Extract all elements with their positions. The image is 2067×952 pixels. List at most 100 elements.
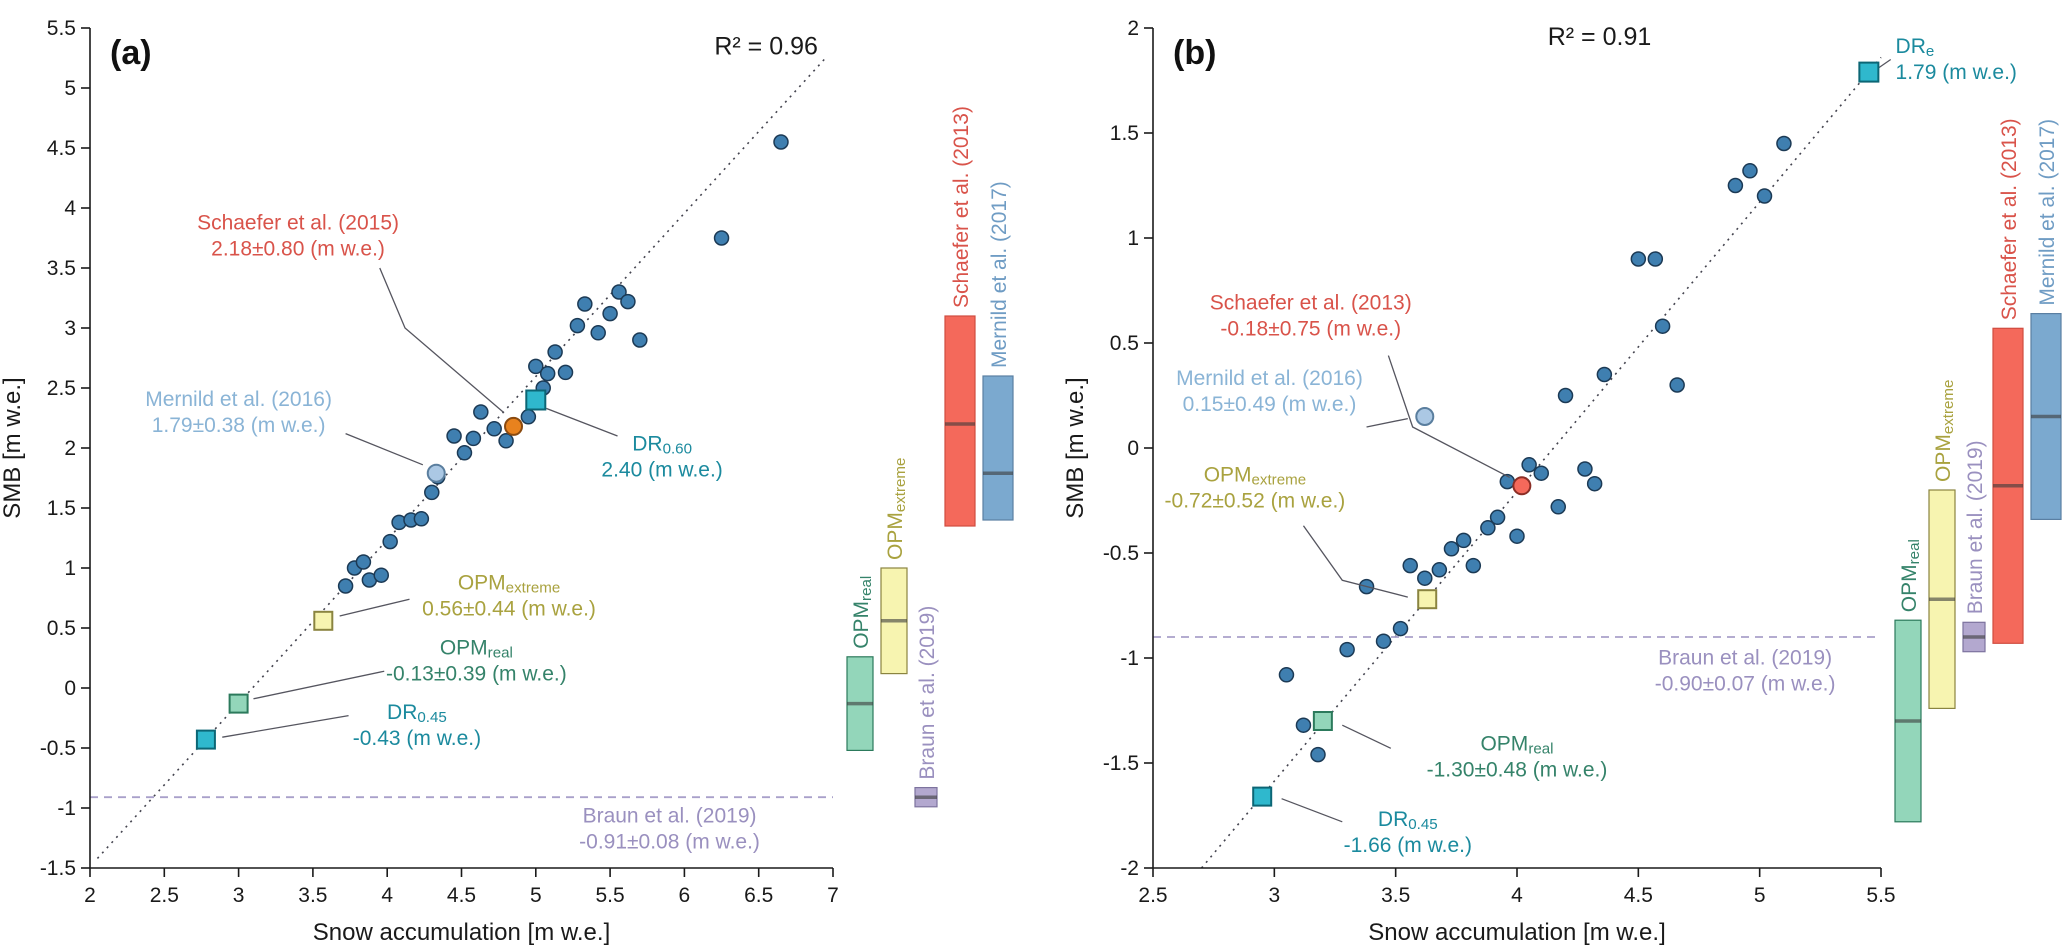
marker-schaefer-2015 <box>504 416 524 436</box>
marker-schaefer-2013 <box>1512 476 1532 496</box>
y-tick-label: 5 <box>64 77 76 100</box>
marker-dr-e <box>1858 61 1880 83</box>
data-point <box>1417 570 1433 586</box>
panel-letter: (a) <box>110 34 152 72</box>
data-point <box>1742 163 1758 179</box>
data-point <box>1375 633 1392 649</box>
side-bar-mernild-2017 <box>982 375 1014 521</box>
data-point <box>337 578 354 594</box>
y-tick-label: -0.5 <box>40 737 76 760</box>
data-point <box>382 533 398 550</box>
data-point <box>611 284 627 300</box>
annotation-text: DRe 1.79 (m w.e.) <box>1896 35 2017 84</box>
data-point <box>1489 509 1506 526</box>
data-point <box>547 344 563 360</box>
annotation-text: Braun et al. (2019) -0.91±0.08 (m w.e.) <box>579 804 760 853</box>
side-bar-label-schaefer-2013: Schaefer et al. (2013) <box>950 106 973 308</box>
data-point <box>539 365 556 382</box>
y-tick-label: 2.5 <box>47 377 76 400</box>
marker-opm-real <box>1312 711 1333 731</box>
data-point <box>1647 251 1664 267</box>
y-tick-label: 1 <box>64 557 76 580</box>
y-tick-label: 5.5 <box>47 17 76 40</box>
x-axis-label: Snow accumulation [m w.e.] <box>313 919 610 946</box>
data-point <box>413 511 430 527</box>
marker-dr-045 <box>1252 786 1273 807</box>
data-point <box>1630 251 1647 267</box>
x-tick-label: 4 <box>381 884 393 907</box>
annotation-text: DR0.45 -1.66 (m w.e.) <box>1344 808 1472 857</box>
marker-dr-060 <box>525 389 547 411</box>
marker-mernild-2016 <box>426 463 446 483</box>
data-point <box>1431 562 1448 578</box>
x-tick-label: 4.5 <box>1624 884 1653 907</box>
data-point <box>373 567 390 583</box>
data-point <box>456 445 473 461</box>
y-tick-label: 0 <box>64 677 76 700</box>
y-tick-label: 1.5 <box>1110 122 1139 145</box>
x-tick-label: 3 <box>1268 884 1280 907</box>
data-point <box>424 484 440 501</box>
data-point <box>1521 457 1537 473</box>
y-axis-label: SMB [m w.e.] <box>0 377 26 518</box>
x-axis-label: Snow accumulation [m w.e.] <box>1368 919 1665 946</box>
data-point <box>1443 541 1460 557</box>
y-tick-label: 2 <box>64 437 76 460</box>
side-bar-schaefer-2013 <box>944 315 976 527</box>
data-point <box>1669 377 1685 393</box>
x-tick-label: 3.5 <box>1381 884 1410 907</box>
annotation-leader <box>253 670 385 700</box>
annotation-text: Mernild et al. (2016) 1.79±0.38 (m w.e.) <box>145 388 332 437</box>
x-tick-label: 4.5 <box>447 884 476 907</box>
annotation-leader <box>1878 58 1892 69</box>
side-bar-label-mernild-2017: Mernild et al. (2017) <box>988 181 1011 368</box>
annotation-text: Schaefer et al. (2013) -0.18±0.75 (m w.e.… <box>1210 291 1412 340</box>
data-point <box>1654 318 1671 334</box>
data-point <box>473 404 489 420</box>
y-tick-label: 0.5 <box>47 617 76 640</box>
data-point <box>1392 620 1409 637</box>
annotation-leader <box>1342 724 1392 749</box>
data-point <box>577 296 593 312</box>
data-point <box>1533 465 1550 481</box>
panel-letter: (b) <box>1173 34 1216 72</box>
data-point <box>446 428 462 444</box>
data-point <box>1339 641 1355 658</box>
data-point <box>1550 499 1567 515</box>
annotation-leader <box>545 407 618 437</box>
x-tick-label: 3.5 <box>298 884 327 907</box>
data-point <box>1756 188 1773 204</box>
data-point <box>1557 387 1574 404</box>
data-point <box>528 358 544 375</box>
y-tick-label: 3 <box>64 317 76 340</box>
data-point <box>498 433 514 449</box>
data-point <box>1509 528 1525 544</box>
data-point <box>355 554 372 570</box>
marker-opm-extreme <box>313 610 334 631</box>
x-tick-label: 6 <box>679 884 691 907</box>
fit-line <box>1200 56 1882 869</box>
y-tick-label: 3.5 <box>47 257 76 280</box>
r-squared-label: R² = 0.96 <box>714 32 818 60</box>
side-bar-label-braun-2019: Braun et al. (2019) <box>916 606 939 780</box>
data-point <box>1455 532 1472 549</box>
y-tick-label: -1 <box>57 797 76 820</box>
y-tick-label: 4 <box>64 197 76 220</box>
y-tick-label: 4.5 <box>47 137 76 160</box>
data-point <box>602 305 618 322</box>
annotation-text: DR0.45 -0.43 (m w.e.) <box>353 701 481 750</box>
data-point <box>632 332 648 348</box>
data-point <box>590 325 606 341</box>
side-bar-label-opm-real: OPMreal <box>850 576 875 649</box>
marker-mernild-2016 <box>1415 407 1435 426</box>
annotation-text: DR0.60 2.40 (m w.e.) <box>601 432 722 481</box>
x-tick-label: 5.5 <box>1866 884 1895 907</box>
x-tick-label: 3 <box>233 884 245 907</box>
y-tick-label: -1.5 <box>1103 752 1139 775</box>
side-bar-label-mernild-2017: Mernild et al. (2017) <box>2036 119 2059 306</box>
annotation-text: Schaefer et al. (2015) 2.18±0.80 (m w.e.) <box>197 212 399 261</box>
y-tick-label: 0.5 <box>1110 332 1139 355</box>
annotation-text: Braun et al. (2019) -0.90±0.07 (m w.e.) <box>1655 646 1836 695</box>
marker-opm-real <box>228 693 249 714</box>
